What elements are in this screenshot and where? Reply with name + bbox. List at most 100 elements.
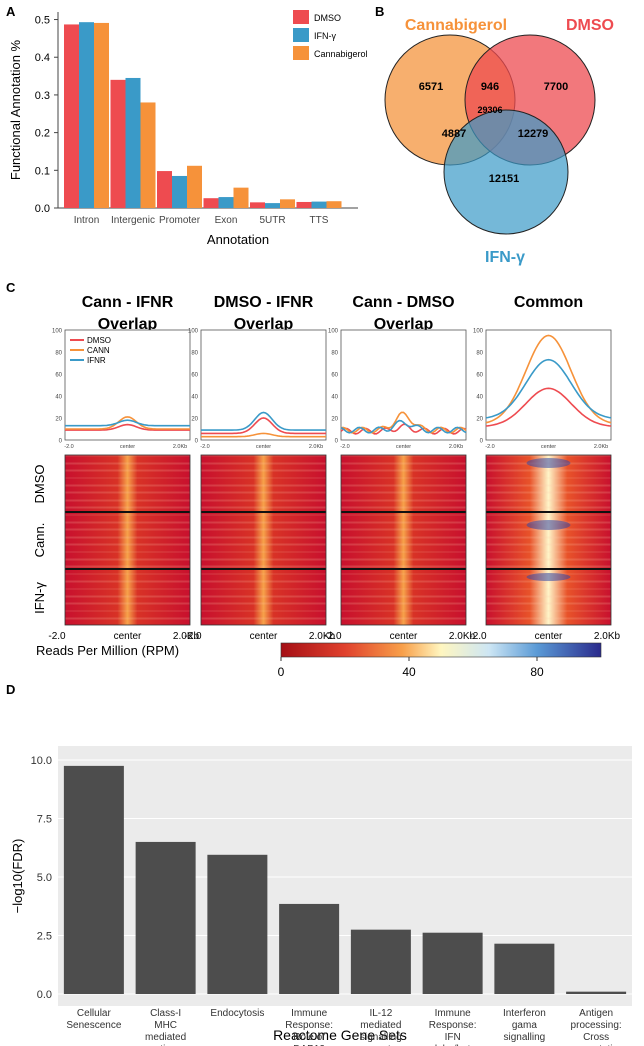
legend-label-ifn: IFN-γ [314,31,336,41]
venn-count-cann-dmso: 946 [481,81,499,93]
panel-d-x-tick-line: signalling [504,1032,546,1043]
heatmap-1 [201,455,326,625]
panel-a-x-label: Annotation [207,232,269,247]
panel-d-x-tick-line: DAP12 [293,1044,325,1046]
venn-label-cann: Cannabigerol [405,17,507,34]
bar-5utr-dmso [250,202,265,208]
bar-intron-dmso [64,24,79,208]
bar-promoter-ifn [172,175,187,208]
panel-c-title-line1: Cann - DMSO [352,294,454,311]
profile-y-tick-label: 60 [476,373,483,379]
panel-d-x-tick-line: IFN [445,1032,461,1043]
profile-y-tick-label: 20 [191,417,198,423]
panel-d-x-tick-line: Immune [291,1008,328,1019]
venn-label-ifn: IFN-γ [485,249,525,266]
panel-d-y-tick-label: 7.5 [37,814,52,826]
panel-d-x-label: Reactome Gene Sets [273,1027,407,1043]
panel-d-x-tick-line: Antigen [579,1008,613,1019]
bar-intergenic-dmso [110,79,126,208]
panel-d-x-tick-line: Response: [429,1020,477,1031]
panel-d-y-label: −log10(FDR) [10,839,25,914]
panel-c-title-line1: Cann - IFNR [82,294,174,311]
profile-legend-label: DMSO [87,336,111,345]
panel-c-profiles-heatmaps: Cann - IFNR Overlap 0 20 40 60 80 100 -2.0 center… [32,294,621,679]
heatmap-x-tick-label: 2.0Kb [594,631,621,642]
venn-label-dmso: DMSO [566,17,614,34]
profile-x-tick-label: center [541,444,556,450]
bar-intergenic-ifn [125,77,141,208]
heatmap-3 [486,455,611,625]
profile-x-tick-label: 2.0Kb [309,444,323,450]
profile-y-tick-label: 100 [328,329,339,335]
heatmap-x-tick-label: 2.0Kb [173,631,200,642]
panel-d-x-tick-line: events [366,1044,395,1046]
heatmap-x-tick-label: center [114,631,142,642]
panel-d-bar-5 [422,932,483,994]
profile-y-tick-label: 40 [55,395,62,401]
profile-line-dmso [201,417,326,435]
heatmap-x-tick-label: center [250,631,278,642]
venn-circle-ifn [443,109,569,235]
panel-c-letter: C [6,280,16,295]
bar-5utr-cann [280,199,295,208]
profile-y-tick-label: 60 [55,373,62,379]
profile-y-tick-label: 0 [195,439,199,445]
heatmap-2 [341,455,466,625]
heatmap-x-tick-label: -2.0 [48,631,66,642]
panel-d-x-tick-line: Endocytosis [210,1008,264,1019]
panel-d-x-tick-line: processing: [571,1020,622,1031]
profile-frame-0 [64,329,191,441]
bar-intergenic-cann [140,102,156,208]
panel-d-x-tick-label: IL-12mediatedsignallingevents [360,1008,402,1046]
panel-d-x-tick-line: Class-I [150,1008,181,1019]
panel-a-y-tick-label: 0.4 [35,52,50,64]
bar-tts-cann [326,201,342,208]
heatmap-0 [65,455,190,625]
panel-a-x-tick-label: TTS [310,215,329,226]
legend-label-dmso: DMSO [314,13,341,23]
panel-d-x-tick-line: Role of [293,1032,325,1043]
bar-exon-ifn [218,197,234,208]
panel-d-x-tick-label: Class-IMHCmediatedantigenprocessingandpr… [138,1008,193,1046]
profile-x-tick-label: -2.0 [485,444,494,450]
panel-b-venn: Cannabigerol DMSO IFN-γ 6571 946 7700 29… [384,17,614,266]
profile-y-tick-label: 80 [55,351,62,357]
heatmap-x-tick-label: -2.0 [324,631,342,642]
panel-d-x-tick-line: antigen [149,1044,182,1046]
profile-x-tick-label: center [256,444,271,450]
heatmap-x-tick-label: 2.0Kb [309,631,336,642]
profile-line-cann [201,432,326,438]
bar-intron-ifn [79,22,94,208]
panel-a-legend: DMSO IFN-γ Cannabigerol [293,10,368,60]
profile-y-tick-label: 20 [55,417,62,423]
profile-line-dmso [485,387,612,427]
profile-line-ifnr [340,419,467,434]
panel-a-x-tick-label: Promoter [159,215,201,226]
profile-y-tick-label: 60 [331,373,338,379]
profile-x-tick-label: 2.0Kb [449,444,463,450]
bar-5utr-ifn [265,203,280,208]
profile-line-cann [65,416,190,430]
bar-intron-cann [94,22,109,208]
bar-tts-ifn [311,201,327,208]
panel-d-bar-0 [63,765,124,994]
panel-d-x-tick-line: Cellular [77,1008,112,1019]
legend-swatch-cann [293,46,309,60]
profile-line-dmso [65,423,190,431]
panel-a-x-tick-label: Exon [215,215,238,226]
panel-d-x-tick-line: Cross [583,1032,609,1043]
panel-d-y-tick-label: 5.0 [37,872,52,884]
profile-frame-1 [200,329,327,441]
colorbar [280,642,602,658]
venn-count-all: 29306 [477,105,502,115]
panel-d-bar-2 [207,854,268,994]
panel-d-bar-1 [135,841,196,994]
venn-count-dmso-only: 7700 [544,81,568,93]
profile-line-ifnr [65,419,190,427]
heatmap-row-label: IFN-γ [32,582,47,614]
heatmap-x-tick-label: -2.0 [184,631,202,642]
panel-d-x-tick-line: Immune [435,1008,472,1019]
colorbar-label: Reads Per Million (RPM) [36,643,179,658]
